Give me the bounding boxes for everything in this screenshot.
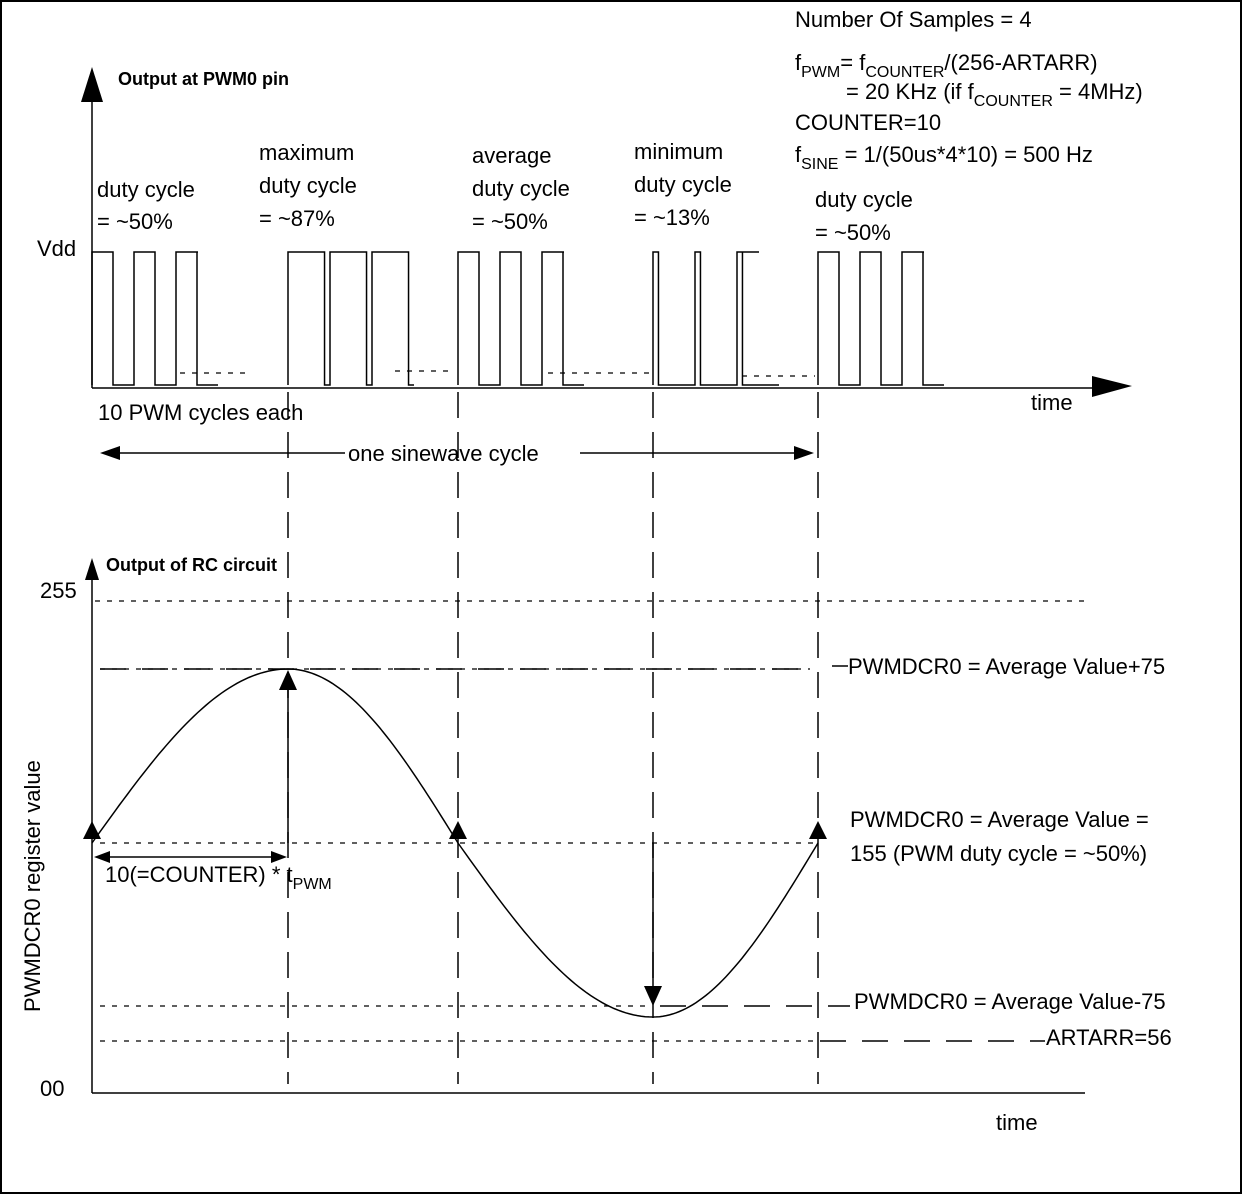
segment-label-3: average duty cycle = ~50%: [472, 143, 570, 234]
pwm-time-label: time: [1031, 390, 1073, 415]
svg-text:= ~13%: = ~13%: [634, 205, 710, 230]
pwm-y-axis-arrow-icon: [81, 67, 103, 102]
max-level-label: PWMDCR0 = Average Value+75: [848, 654, 1165, 679]
vdd-label: Vdd: [37, 236, 76, 261]
rc-sine-curve: [91, 668, 819, 1018]
counter-note: COUNTER=10: [795, 110, 941, 135]
interval-arrow-left-icon: [94, 851, 110, 863]
ytick-00: 00: [40, 1076, 64, 1101]
min-arrow-icon: [644, 986, 662, 1006]
pwm-panel: Output at PWM0 pin Vdd time 10 PWM cycle…: [37, 67, 1132, 466]
artarr-level-label: ARTARR=56: [1046, 1025, 1172, 1050]
avg-level-label-2: 155 (PWM duty cycle = ~50%): [850, 841, 1147, 866]
rc-time-label: time: [996, 1110, 1038, 1135]
segment-label-2: maximum duty cycle = ~87%: [259, 140, 357, 231]
rc-panel: Output of RC circuit 255 00 time PWMDCR0…: [20, 555, 1172, 1135]
svg-text:duty cycle: duty cycle: [472, 176, 570, 201]
svg-text:= ~50%: = ~50%: [472, 209, 548, 234]
pwm-wave-segment-1: [91, 251, 218, 386]
sine-sample-markers: [83, 821, 827, 839]
svg-text:duty cycle: duty cycle: [97, 177, 195, 202]
avg-level-label-1: PWMDCR0 = Average Value =: [850, 807, 1149, 832]
sinewave-arrow-left-icon: [100, 446, 120, 460]
pwm-wave-segment-3: [457, 251, 584, 386]
svg-text:= ~50%: = ~50%: [815, 220, 891, 245]
svg-text:= ~87%: = ~87%: [259, 206, 335, 231]
rc-y-axis-label: PWMDCR0 register value: [20, 760, 45, 1012]
pwm-panel-title: Output at PWM0 pin: [118, 69, 289, 89]
pwm-wave-segment-2: [287, 251, 414, 386]
sine-point-marker-3: [449, 821, 467, 839]
rc-panel-title: Output of RC circuit: [106, 555, 277, 575]
alignment-dashed-lines: [287, 392, 819, 1084]
svg-text:duty cycle: duty cycle: [815, 187, 913, 212]
max-arrow-icon: [279, 670, 297, 690]
svg-text:average: average: [472, 143, 552, 168]
interval-label: 10(=COUNTER) * tPWM: [105, 862, 332, 893]
svg-text:minimum: minimum: [634, 139, 723, 164]
fpwm-formula: fPWM= fCOUNTER/(256-ARTARR): [795, 50, 1098, 81]
fsine-formula: fSINE = 1/(50us*4*10) = 500 Hz: [795, 142, 1093, 173]
segment-label-5: duty cycle = ~50%: [815, 187, 913, 245]
svg-text:duty cycle: duty cycle: [634, 172, 732, 197]
interval-arrow-right-icon: [271, 851, 287, 863]
sinewave-arrow-right-icon: [794, 446, 814, 460]
sine-point-marker-1: [83, 821, 101, 839]
segment-label-4: minimum duty cycle = ~13%: [634, 139, 732, 230]
segment-label-1: duty cycle = ~50%: [97, 177, 195, 234]
rc-y-axis-arrow-icon: [85, 558, 99, 580]
sinewave-cycle-label: one sinewave cycle: [348, 441, 539, 466]
pwm-wave-segment-5: [817, 251, 944, 386]
svg-text:= ~50%: = ~50%: [97, 209, 173, 234]
samples-note: Number Of Samples = 4: [795, 7, 1032, 32]
pwm-cycles-note: 10 PWM cycles each: [98, 400, 303, 425]
ytick-255: 255: [40, 578, 77, 603]
pwm-x-axis-arrow-icon: [1092, 376, 1132, 397]
svg-text:duty cycle: duty cycle: [259, 173, 357, 198]
min-level-label: PWMDCR0 = Average Value-75: [854, 989, 1166, 1014]
pwm-wave-segment-4: [652, 251, 779, 386]
pwm-waveforms: [91, 251, 944, 386]
formula-notes: Number Of Samples = 4 fPWM= fCOUNTER/(25…: [795, 7, 1143, 173]
svg-text:maximum: maximum: [259, 140, 354, 165]
sine-point-marker-5: [809, 821, 827, 839]
fpwm-value: = 20 KHz (if fCOUNTER = 4MHz): [846, 79, 1143, 110]
